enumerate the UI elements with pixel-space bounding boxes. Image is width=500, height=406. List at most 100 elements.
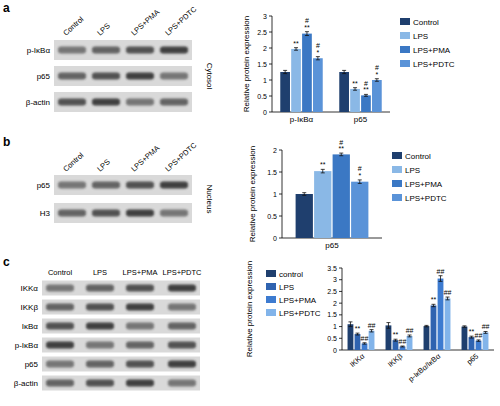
- blot-strip: [54, 92, 192, 112]
- error-cap: [439, 281, 443, 282]
- bar: [351, 182, 368, 238]
- marks: [348, 276, 489, 350]
- row-label: p65: [37, 72, 51, 81]
- y-tick-label: 1.5: [257, 61, 267, 68]
- legend-swatch: [392, 180, 402, 187]
- legend-swatch: [392, 194, 402, 201]
- blot-band: [126, 285, 154, 292]
- y-tick-label: 2: [333, 300, 337, 307]
- bar: [438, 279, 444, 350]
- error-bar: [401, 346, 405, 348]
- y-tick-label: 1: [263, 77, 267, 84]
- error-bar: [364, 94, 368, 96]
- blot-band: [86, 342, 114, 349]
- significance-mark: **: [293, 40, 299, 47]
- error-cap: [393, 339, 397, 340]
- error-cap: [408, 336, 412, 337]
- significance-mark: **: [393, 331, 399, 338]
- y-tick: [279, 238, 282, 239]
- y-tick-label: 2: [273, 147, 277, 154]
- error-cap: [386, 328, 390, 329]
- legend-label: LPS: [413, 32, 428, 41]
- error-line: [317, 57, 318, 60]
- error-bar: [294, 48, 298, 51]
- significance-mark: **: [339, 145, 345, 152]
- error-bar: [339, 153, 343, 156]
- error-bar: [302, 193, 306, 196]
- blot-strip: [42, 319, 200, 334]
- error-cap: [321, 172, 325, 173]
- error-cap: [469, 338, 473, 339]
- significance-mark: **: [363, 86, 369, 93]
- y-axis-label: Relative protein expression: [242, 16, 251, 113]
- legend-swatch: [266, 283, 276, 290]
- error-bar: [469, 336, 473, 338]
- legend-label: LPS+PMA: [279, 296, 317, 305]
- error-cap: [363, 344, 367, 345]
- error-cap: [424, 326, 428, 327]
- bar: [296, 194, 313, 238]
- significance-mark: **: [352, 80, 358, 87]
- legend-label: LPS+PMA: [413, 46, 451, 55]
- legend-label: LPS+PDTC: [279, 309, 321, 318]
- blot-strip: [54, 175, 192, 195]
- blot-band: [58, 210, 86, 217]
- legend-label: LPS: [279, 283, 294, 292]
- chart: 00.511.52****#*#p65Relative protein expr…: [248, 139, 447, 250]
- y-tick: [279, 216, 282, 217]
- blot-band: [58, 99, 86, 106]
- significance-mark: #: [305, 17, 309, 24]
- error-cap: [462, 327, 466, 328]
- row-label: H3: [40, 209, 51, 218]
- blot-band: [160, 210, 188, 217]
- error-cap: [375, 78, 379, 79]
- error-bar: [370, 330, 374, 332]
- error-cap: [431, 304, 435, 305]
- error-cap: [439, 275, 443, 276]
- lane-label: LPS: [95, 21, 112, 37]
- y-tick: [269, 96, 272, 97]
- legend: ControlLPSLPS+PMALPS+PDTC: [400, 18, 455, 69]
- bar: [291, 49, 301, 112]
- error-cap: [446, 297, 450, 298]
- bar: [407, 336, 413, 350]
- blot-strip: [42, 357, 200, 372]
- error-cap: [370, 329, 374, 330]
- legend-label: LPS+PMA: [405, 180, 443, 189]
- legend-label: LPS+PDTC: [413, 60, 455, 69]
- bar: [280, 72, 290, 112]
- y-tick-label: 0: [273, 235, 277, 242]
- y-tick: [269, 32, 272, 33]
- blot-band: [168, 342, 196, 349]
- error-line: [285, 70, 286, 73]
- row-label: IKKβ: [21, 303, 39, 312]
- blot-band: [92, 210, 120, 217]
- lane-label: Control: [48, 268, 73, 277]
- error-cap: [305, 35, 309, 36]
- significance-mark: **: [469, 328, 475, 335]
- error-bar: [462, 326, 466, 327]
- y-tick-label: 1.5: [327, 311, 337, 318]
- blot-band: [46, 342, 74, 349]
- y-tick-label: 0: [333, 347, 337, 354]
- blot-band: [46, 323, 74, 330]
- blot-band: [58, 47, 86, 54]
- bar: [483, 332, 489, 350]
- y-tick: [279, 172, 282, 173]
- error-bar: [305, 32, 309, 36]
- bar: [424, 326, 430, 350]
- legend-swatch: [400, 46, 410, 53]
- lane-label: LPS+PMA: [129, 144, 161, 174]
- error-bar: [431, 304, 435, 306]
- error-cap: [446, 299, 450, 300]
- legend-swatch: [266, 296, 276, 303]
- error-cap: [484, 333, 488, 334]
- y-tick-label: 0.5: [257, 93, 267, 100]
- lane-label: LPS: [93, 268, 107, 277]
- bar: [362, 343, 368, 350]
- y-tick-label: 2.5: [257, 29, 267, 36]
- error-cap: [355, 333, 359, 334]
- blot-band: [92, 47, 120, 54]
- bar: [314, 171, 331, 238]
- blot-strip: [42, 300, 200, 315]
